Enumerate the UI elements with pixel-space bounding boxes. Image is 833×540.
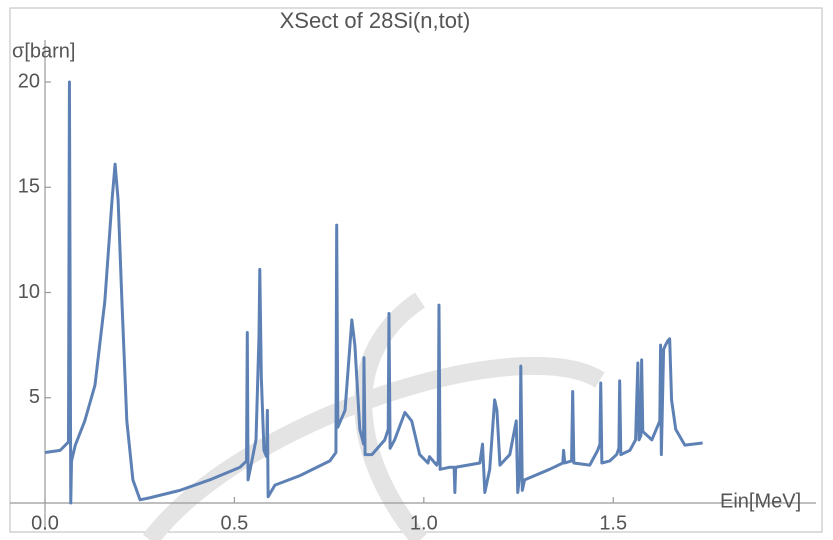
x-axis-label: Ein[MeV]	[720, 490, 801, 512]
frame	[9, 7, 823, 533]
x-tick-label: 0.0	[31, 512, 59, 534]
watermark	[142, 292, 605, 540]
x-tick-label: 0.5	[221, 512, 249, 534]
y-axis-label: σ[barn]	[12, 40, 76, 62]
y-tick-label: 20	[18, 70, 40, 92]
watermark-arc	[142, 356, 605, 540]
x-tick-label: 1.0	[410, 512, 438, 534]
y-tick-label: 10	[18, 281, 40, 303]
x-tick-label: 1.5	[599, 512, 627, 534]
data-line	[45, 80, 703, 505]
y-tick-label: 15	[18, 176, 40, 198]
chart-title: XSect of 28Si(n,tot)	[280, 8, 471, 33]
y-tick-label: 5	[29, 386, 40, 408]
